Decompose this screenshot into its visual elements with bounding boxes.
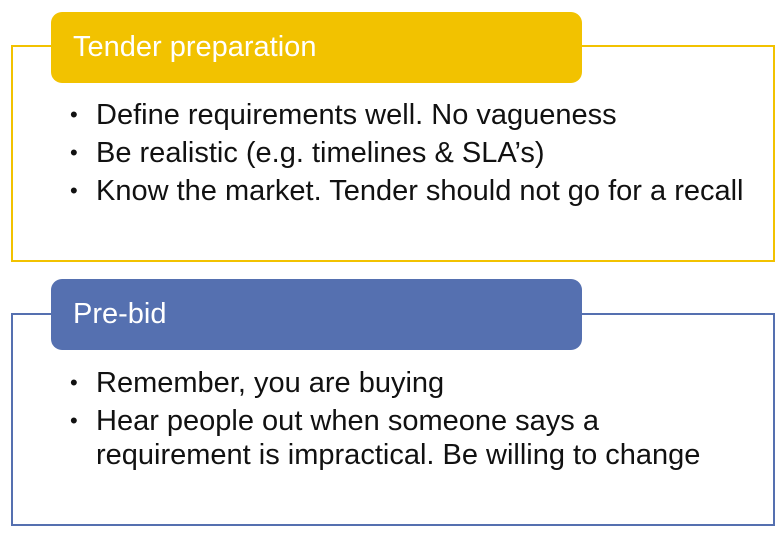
tender-preparation-header: Tender preparation	[51, 12, 582, 83]
bullet-icon: •	[70, 102, 78, 127]
pre-bid-header: Pre-bid	[51, 279, 582, 350]
tender-preparation-title: Tender preparation	[73, 31, 317, 63]
tender-preparation-list: • Define requirements well. No vagueness …	[70, 98, 750, 212]
pre-bid-list: • Remember, you are buying • Hear people o…	[70, 366, 750, 476]
bullet-icon: •	[70, 408, 78, 433]
list-item: • Be realistic (e.g. timelines & SLA’s)	[70, 137, 545, 169]
list-item: • Remember, you are buying	[70, 367, 445, 399]
pre-bid-title: Pre-bid	[73, 298, 167, 330]
bullet-icon: •	[70, 178, 78, 203]
list-item: • Hear people out when someone says a req…	[70, 405, 701, 471]
list-item: • Know the market. Tender should not go f…	[70, 175, 744, 207]
bullet-icon: •	[70, 140, 78, 165]
bullet-icon: •	[70, 370, 78, 395]
list-item: • Define requirements well. No vagueness	[70, 99, 617, 131]
